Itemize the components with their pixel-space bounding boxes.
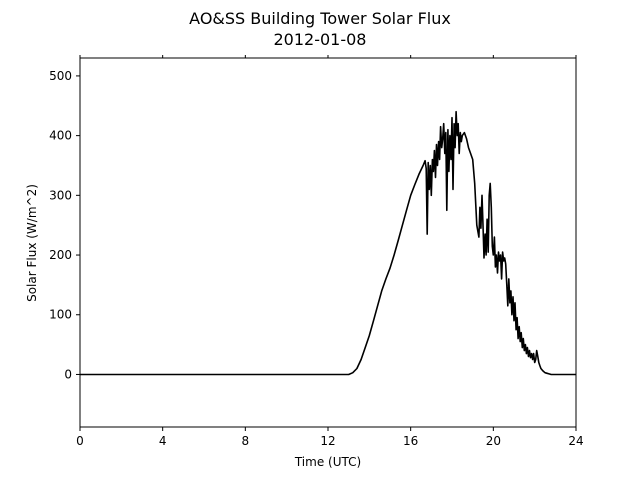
plot-frame — [79, 57, 577, 428]
chart-subtitle: 2012-01-08 — [274, 30, 367, 49]
y-tick-label: 400 — [49, 129, 72, 143]
x-axis-label: Time (UTC) — [294, 455, 361, 469]
x-tick-label: 24 — [568, 434, 583, 448]
x-tick-label: 4 — [159, 434, 167, 448]
x-tick-label: 20 — [486, 434, 501, 448]
x-axis-ticks: 0 4 8 12 16 20 24 — [76, 55, 584, 448]
y-axis-ticks: 0 100 200 300 400 500 — [49, 69, 80, 381]
x-tick-label: 16 — [403, 434, 418, 448]
x-tick-label: 0 — [76, 434, 84, 448]
x-tick-label: 8 — [242, 434, 250, 448]
y-tick-label: 200 — [49, 248, 72, 262]
chart-title: AO&SS Building Tower Solar Flux — [189, 9, 451, 28]
y-axis-label: Solar Flux (W/m^2) — [25, 184, 39, 302]
solar-flux-series-line — [80, 110, 576, 376]
y-tick-label: 500 — [49, 69, 72, 83]
y-tick-label: 100 — [49, 308, 72, 322]
y-tick-label: 300 — [49, 188, 72, 202]
y-tick-label: 0 — [64, 367, 72, 381]
x-tick-label: 12 — [320, 434, 335, 448]
